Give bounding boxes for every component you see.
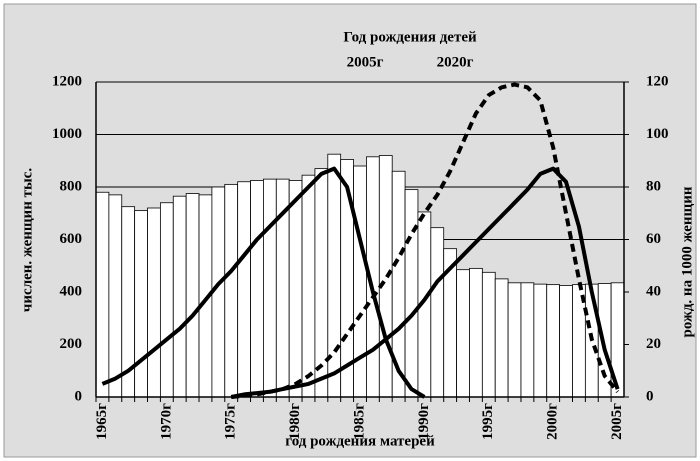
x-tick-label: 1985г (351, 403, 367, 440)
y2-tick-label: 40 (646, 283, 661, 299)
line (230, 82, 620, 399)
x-tick-label: 1975г (223, 403, 239, 440)
y-tick-label: 800 (60, 178, 83, 194)
y-tick-label: 1200 (52, 73, 82, 89)
bar (469, 267, 483, 398)
bar (237, 181, 251, 398)
y2-axis-label: рожд. на 1000 женщин (679, 186, 695, 337)
y-tick-label: 200 (60, 336, 83, 352)
bar (494, 278, 509, 398)
bar (134, 210, 148, 398)
legend-label: 2020г (437, 54, 474, 70)
bar (597, 283, 612, 398)
bar (404, 189, 419, 398)
y2-tick-label: 60 (646, 231, 661, 247)
bar (456, 269, 470, 398)
bar (546, 284, 561, 398)
x-tick-label: 1965г (94, 403, 110, 440)
y2-tick-label: 20 (646, 336, 661, 352)
bar (147, 207, 161, 398)
x-tick-label: 2000г (545, 403, 561, 440)
chart-title: Год рождения детей (343, 29, 477, 45)
y2-tick-label: 80 (646, 178, 661, 194)
x-tick-label: 1980г (287, 403, 303, 440)
bar (288, 180, 303, 398)
y-tick-label: 1000 (52, 126, 82, 142)
bar (301, 174, 316, 398)
line (101, 166, 426, 399)
x-tick-label: 1990г (416, 403, 432, 440)
y2-tick-label: 100 (646, 126, 669, 142)
bar (327, 153, 342, 398)
bar (263, 178, 277, 398)
x-axis-label: год рождения матерей (285, 433, 435, 449)
bar (314, 168, 329, 398)
bar (185, 193, 200, 398)
x-tick-label: 1995г (480, 403, 496, 440)
bar (172, 195, 187, 398)
bar (95, 191, 110, 398)
y-tick-label: 600 (60, 231, 83, 247)
bar (520, 282, 535, 398)
bar (481, 271, 496, 398)
legend-label: 2005г (347, 54, 384, 70)
x-tick-label: 1970г (158, 403, 174, 440)
bar (159, 202, 174, 398)
bar (430, 227, 445, 398)
bar (507, 282, 522, 398)
bar (108, 194, 123, 398)
y-tick-label: 400 (60, 283, 83, 299)
line (230, 166, 620, 399)
y-tick-label: 0 (75, 388, 83, 404)
y2-tick-label: 0 (646, 388, 654, 404)
bar (533, 283, 548, 398)
y-axis-label: числен. женщин тыс. (19, 168, 35, 312)
y2-tick-label: 120 (646, 73, 669, 89)
bar (250, 180, 264, 398)
bar (224, 183, 239, 398)
x-tick-label: 2005г (609, 403, 625, 440)
bar (559, 285, 573, 398)
